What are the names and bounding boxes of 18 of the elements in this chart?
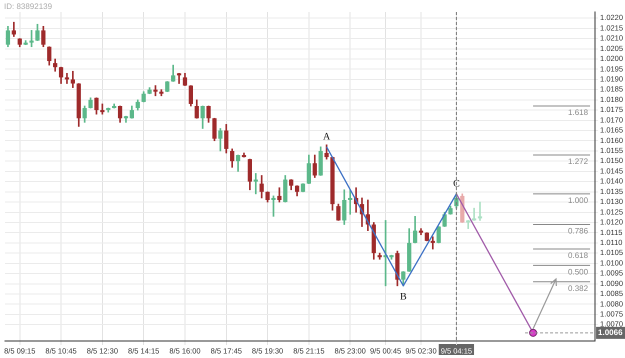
ref-line-label: 1.0066 xyxy=(598,328,624,338)
annotation: C xyxy=(453,178,460,190)
annotation: 0.382 xyxy=(568,284,589,293)
annotation: 1.272 xyxy=(568,157,589,166)
candlestick xyxy=(478,202,482,221)
annotation: 1.618 xyxy=(568,108,589,118)
candlestick xyxy=(176,72,182,84)
annotation: B xyxy=(400,291,407,302)
candlestick xyxy=(271,196,276,217)
annotation: 0.786 xyxy=(568,226,589,236)
text: ID: 83892139 xyxy=(4,2,52,11)
candlestick xyxy=(153,85,158,96)
annotation: 1.000 xyxy=(568,196,589,206)
annotation: 0.500 xyxy=(568,268,589,277)
candlestick xyxy=(29,30,34,48)
candlestick xyxy=(64,72,70,84)
annotation: 0.618 xyxy=(568,251,589,260)
annotation: A xyxy=(322,131,331,142)
